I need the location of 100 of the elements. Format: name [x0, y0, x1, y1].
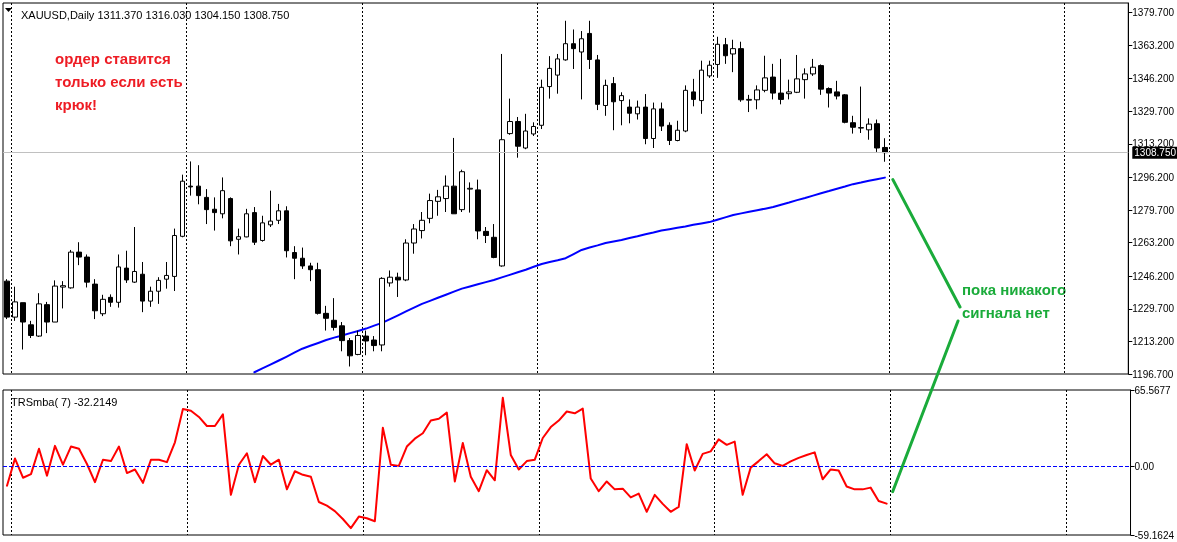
candlestick [379, 276, 385, 352]
candlestick [76, 241, 82, 266]
candlestick [252, 206, 257, 246]
y-tick-label: 0.00 [1134, 460, 1155, 472]
candlestick [419, 211, 425, 239]
candlestick [675, 120, 680, 142]
candlestick [292, 245, 297, 280]
candlestick [770, 63, 776, 100]
candlestick [443, 174, 449, 213]
candlestick [635, 100, 640, 121]
candlestick [331, 297, 337, 332]
candlestick [315, 262, 321, 316]
candlestick [467, 181, 473, 214]
candlestick [794, 54, 800, 94]
candlestick [228, 196, 233, 247]
y-tick-label: 65.5677 [1134, 384, 1172, 396]
candlestick [387, 269, 393, 288]
candlestick [36, 292, 42, 338]
candlestick [435, 189, 441, 217]
candlestick [244, 208, 249, 238]
candlestick [850, 115, 856, 135]
candlestick [451, 137, 457, 215]
line-series [253, 176, 886, 374]
candlestick [555, 53, 560, 95]
candlestick [579, 30, 584, 100]
candlestick [459, 169, 465, 213]
candlestick [52, 279, 58, 323]
candlestick [691, 78, 696, 107]
candlestick [268, 190, 273, 228]
candlestick [60, 280, 66, 309]
candlestick [842, 93, 848, 124]
candlestick [723, 37, 728, 65]
ref-line-label: 1308.750 [1134, 147, 1177, 159]
candlestick [754, 84, 760, 110]
text: пока никакого сигнала нет [962, 281, 1067, 321]
candlestick [347, 337, 353, 367]
candlestick [300, 247, 305, 270]
candlestick [44, 301, 50, 334]
candlestick [826, 86, 832, 108]
candlestick [84, 253, 90, 288]
candlestick [699, 60, 704, 115]
candlestick [236, 228, 241, 255]
candlestick [124, 250, 129, 284]
candlestick [762, 55, 768, 93]
line-series [6, 396, 888, 530]
y-tick-label: 1213.200 [1132, 335, 1175, 347]
candlestick [427, 193, 433, 224]
y-tick-label: 1263.200 [1132, 237, 1175, 249]
candlestick [858, 86, 864, 134]
candlestick [164, 261, 169, 290]
y-tick-label: 1329.700 [1132, 105, 1175, 117]
candlestick [108, 293, 113, 308]
candlestick [651, 102, 656, 149]
candlestick [284, 205, 289, 258]
candlestick [339, 321, 345, 352]
candlestick [627, 98, 632, 124]
y-tick-label: 1296.200 [1132, 171, 1175, 183]
candlestick [395, 272, 401, 298]
candlestick [20, 302, 26, 350]
candlestick [746, 94, 752, 113]
candlestick [132, 226, 137, 284]
candlestick [571, 28, 576, 70]
candlestick [643, 93, 648, 145]
candlestick [411, 223, 417, 255]
candlestick [587, 20, 592, 70]
y-tick-label: 1246.200 [1132, 270, 1175, 282]
candlestick [802, 67, 808, 100]
candlestick [308, 262, 313, 282]
candlestick [818, 63, 824, 96]
candlestick [659, 102, 664, 132]
candlestick [683, 84, 688, 133]
candlestick [156, 276, 161, 305]
candlestick [483, 226, 489, 244]
candlestick [547, 55, 552, 100]
annotation: ордер ставится только если есть крюк! [55, 50, 183, 113]
y-tick-label: 1346.200 [1132, 73, 1175, 85]
candlestick [260, 215, 265, 243]
candlestick [874, 119, 880, 153]
candlestick [92, 278, 98, 320]
candlestick [172, 228, 177, 292]
candlestick [28, 320, 34, 339]
candlestick [100, 294, 106, 317]
candlestick [619, 91, 624, 126]
y-tick-label: 1279.700 [1132, 204, 1175, 216]
candlestick [323, 305, 329, 332]
candlestick [515, 116, 521, 159]
candlestick [611, 76, 616, 131]
candlestick [866, 117, 872, 141]
text: TRSmba( 7) -32.2149 [11, 395, 118, 408]
y-tick-label: 1196.700 [1132, 368, 1174, 380]
text: XAUUSD,Daily 1311.370 1316.030 1304.150 1308.750 [21, 8, 290, 21]
candlestick [196, 164, 201, 205]
y-tick-label: 1363.200 [1132, 39, 1175, 51]
candlestick [603, 79, 608, 117]
candlestick [834, 80, 840, 100]
y-tick-label: 1313.200 [1132, 138, 1175, 150]
candlestick [778, 58, 784, 105]
candlestick [507, 98, 513, 136]
candlestick [523, 113, 528, 150]
candlestick [667, 121, 672, 146]
